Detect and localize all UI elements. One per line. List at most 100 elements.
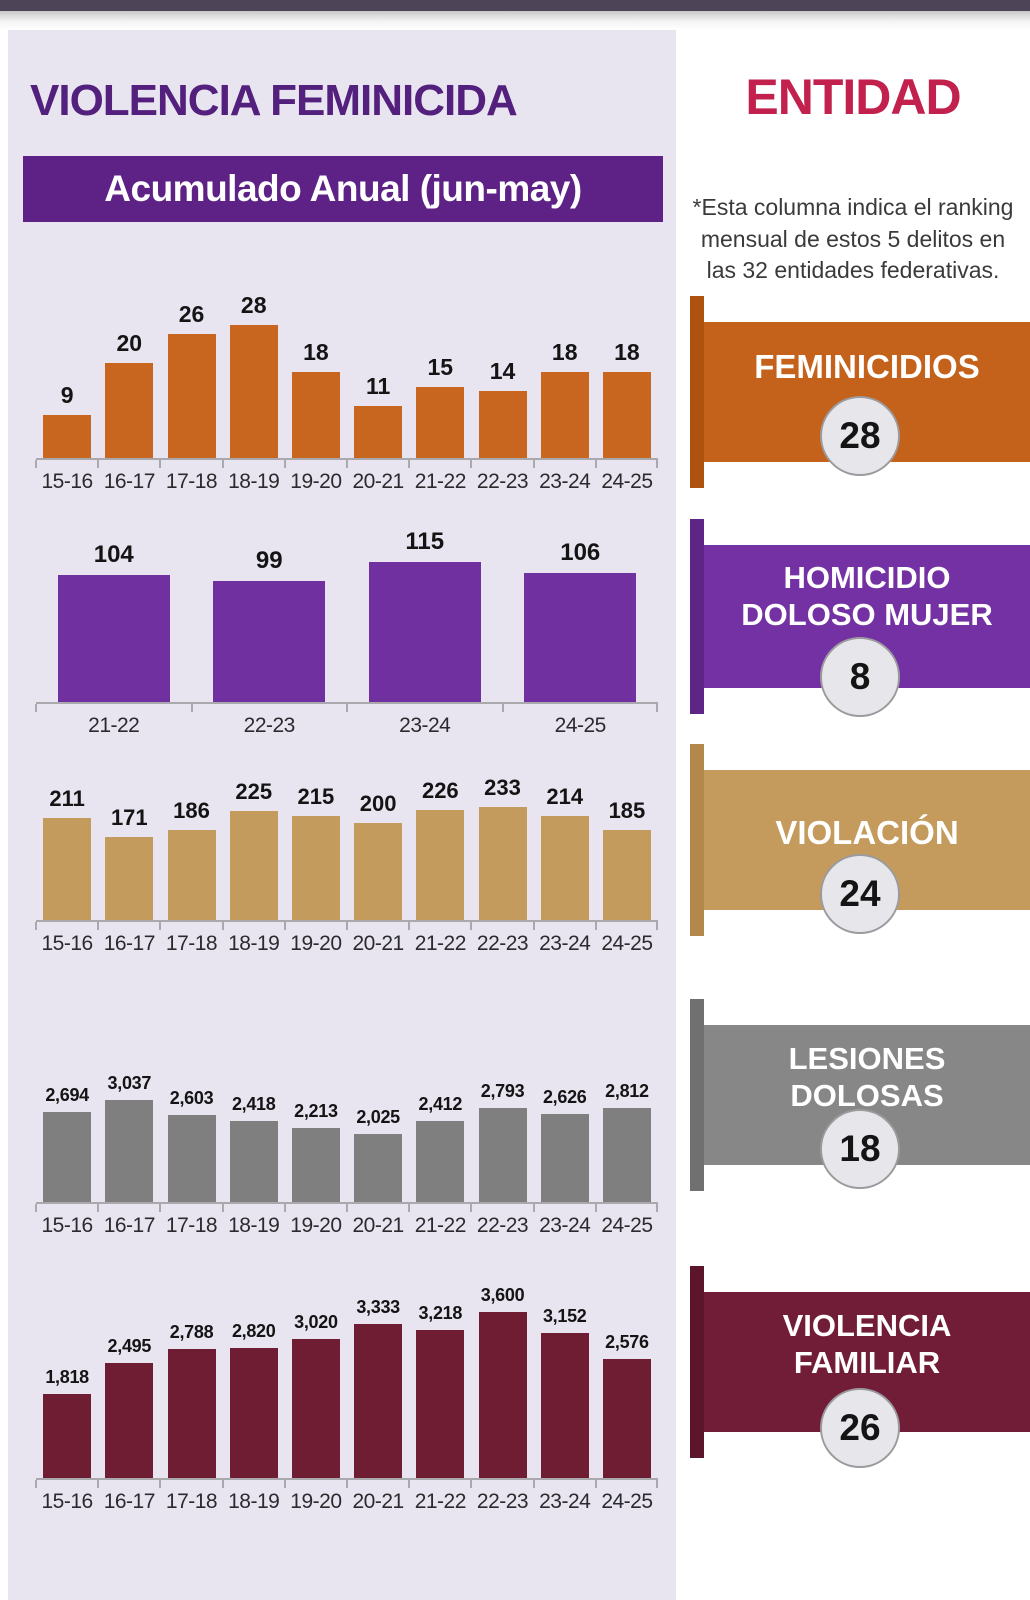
bar-group-23-24: 2,626	[534, 1060, 596, 1202]
bar-value-label: 2,603	[169, 1088, 214, 1108]
ranking-badge-violencia-familiar: 26	[820, 1388, 900, 1468]
bar-value-label: 233	[484, 775, 521, 800]
bar	[478, 1108, 527, 1202]
bar-group-23-24: 115	[347, 522, 503, 702]
bar	[416, 810, 465, 920]
ranking-value-homicidio: 8	[849, 656, 871, 697]
bar-group-15-16: 1,818	[36, 1272, 98, 1478]
bar	[105, 1100, 154, 1202]
bar	[291, 816, 340, 920]
bar-group-19-20: 215	[285, 767, 347, 920]
x-axis-label: 17-18	[159, 1480, 222, 1514]
chart-violencia-familiar: 1,818 2,495 2,788 2,820 3,020 3,333 3,218 3,600…	[34, 1272, 659, 1514]
bar-group-18-19: 2,820	[223, 1272, 285, 1478]
bar-group-18-19: 225	[223, 767, 285, 920]
bar	[354, 1134, 403, 1202]
x-axis-label: 15-16	[34, 1204, 98, 1238]
ranking-badge-violacion: 24	[820, 854, 900, 934]
bar	[213, 581, 326, 702]
top-gradient-band	[0, 11, 1030, 30]
x-axis-label: 16-17	[97, 460, 160, 494]
bar-value-label: 18	[303, 339, 329, 365]
chart-lesiones-dolosas: 2,694 3,037 2,603 2,418 2,213 2,025 2,412 2,793…	[34, 1060, 659, 1238]
bar-group-16-17: 20	[98, 285, 160, 458]
bar	[540, 1333, 589, 1478]
bar	[524, 573, 637, 702]
bar-group-23-24: 214	[534, 767, 596, 920]
x-axis-label: 22-23	[470, 1480, 533, 1514]
bar-value-label: 3,218	[418, 1303, 463, 1323]
entity-note: *Esta columna indica el ranking mensual …	[692, 194, 1014, 284]
bar-value-label: 2,820	[231, 1321, 276, 1341]
bar-group-24-25: 185	[596, 767, 658, 920]
bar	[368, 562, 481, 702]
bar-group-17-18: 2,603	[160, 1060, 222, 1202]
bar	[167, 1349, 216, 1478]
bar	[291, 372, 340, 458]
bar	[57, 575, 170, 702]
bar	[602, 1108, 651, 1202]
bar-value-label: 2,576	[605, 1332, 649, 1352]
bar	[354, 406, 403, 458]
ribbon-lesiones-strip	[690, 999, 704, 1191]
ribbon-feminicidios-strip	[690, 296, 704, 488]
bar-group-24-25: 18	[596, 285, 658, 458]
bar	[43, 415, 92, 458]
ribbon-feminicidios: FEMINICIDIOS 28	[690, 296, 1030, 488]
bar-group-15-16: 9	[36, 285, 98, 458]
bar-group-20-21: 200	[347, 767, 409, 920]
bar-value-label: 18	[551, 339, 578, 365]
bar-value-label: 3,020	[294, 1312, 338, 1332]
bar-group-15-16: 2,694	[36, 1060, 98, 1202]
ranking-badge-lesiones: 18	[820, 1109, 900, 1189]
bar-group-18-19: 28	[223, 285, 285, 458]
bar-group-19-20: 2,213	[285, 1060, 347, 1202]
bar-value-label: 225	[235, 779, 273, 804]
page-title: VIOLENCIA FEMINICIDA	[30, 76, 518, 125]
bar-value-label: 3,152	[542, 1306, 587, 1326]
bar	[229, 325, 278, 458]
ribbon-violacion-label: VIOLACIÓN	[775, 814, 959, 851]
bar	[229, 1121, 278, 1202]
chart-violacion-bars: 211 171 186 225 215 200 226 233 214 185	[36, 767, 658, 920]
bar	[167, 334, 216, 458]
ribbon-violacion: VIOLACIÓN 24	[690, 744, 1030, 936]
bar-value-label: 226	[421, 778, 459, 803]
bar-value-label: 2,812	[605, 1081, 649, 1101]
x-axis-label: 23-24	[532, 1480, 596, 1514]
bar	[602, 830, 651, 920]
x-axis-label: 24-25	[594, 1480, 659, 1514]
chart-lesiones-bars: 2,694 3,037 2,603 2,418 2,213 2,025 2,412 2,793…	[36, 1060, 658, 1202]
bar-group-16-17: 2,495	[98, 1272, 160, 1478]
x-axis-label: 18-19	[221, 460, 285, 494]
bar-value-label: 2,788	[169, 1322, 214, 1342]
bar-group-22-23: 233	[471, 767, 533, 920]
bar-group-15-16: 211	[36, 767, 98, 920]
chart-feminicidios-xaxis: 15-16 16-17 17-18 18-19 19-20 20-21 21-22 22-23…	[34, 458, 659, 494]
bar-group-24-25: 106	[503, 522, 659, 702]
bar-value-label: 26	[178, 301, 205, 327]
bar-value-label: 2,626	[542, 1087, 587, 1107]
bar-value-label: 2,213	[294, 1101, 338, 1121]
subtitle-banner: Acumulado Anual (jun-may)	[23, 156, 663, 222]
x-axis-label: 17-18	[159, 922, 222, 956]
bar	[478, 807, 527, 920]
ribbon-violacion-strip	[690, 744, 704, 936]
bar-value-label: 211	[49, 786, 85, 811]
x-axis-label: 18-19	[221, 1480, 285, 1514]
x-axis-label: 23-24	[532, 1204, 596, 1238]
chart-violencia-familiar-bars: 1,818 2,495 2,788 2,820 3,020 3,333 3,218 3,600…	[36, 1272, 658, 1478]
bar-group-22-23: 14	[471, 285, 533, 458]
bar	[43, 818, 92, 920]
bar-value-label: 18	[614, 339, 640, 365]
bar-group-24-25: 2,812	[596, 1060, 658, 1202]
ranking-badge-feminicidios: 28	[820, 396, 900, 476]
bar-value-label: 3,600	[480, 1285, 525, 1305]
bar	[540, 372, 589, 458]
bar	[229, 811, 278, 920]
bar-group-19-20: 3,020	[285, 1272, 347, 1478]
bar	[105, 1363, 154, 1478]
bar	[105, 837, 154, 920]
bar-value-label: 2,025	[356, 1107, 400, 1127]
bar-value-label: 115	[405, 528, 445, 555]
